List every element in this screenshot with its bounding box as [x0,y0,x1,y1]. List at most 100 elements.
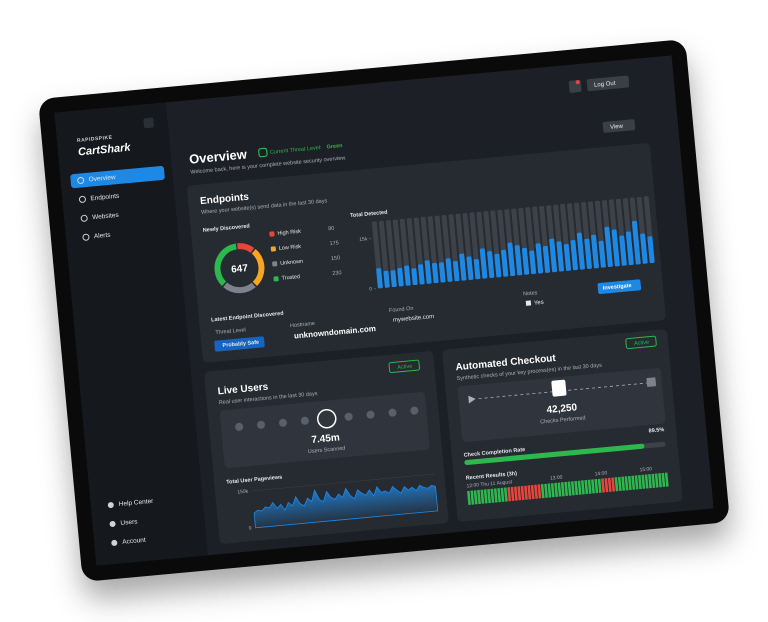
result-cell [527,485,532,500]
result-cell [497,488,502,503]
user-icon [235,422,244,431]
bag-icon [551,379,567,397]
result-cell [480,489,485,504]
big-number-label: Users Scanned [308,446,346,455]
legend-value: 150 [331,255,341,262]
nav-icon [82,233,90,241]
donut-segment [214,243,265,294]
y-tick-label: 0 [249,525,253,531]
bar [570,239,578,271]
result-cell [664,472,669,487]
logout-label: Log Out [594,81,616,89]
bar [438,262,446,283]
y-tick-label: 15k [359,236,368,243]
result-cell [648,474,652,489]
result-cell [581,480,585,495]
cell: Probably Safe [222,340,259,349]
time-label: 13:00 [550,475,563,482]
bar [466,256,474,280]
bar [535,243,544,274]
result-cell [574,480,579,496]
logout-button[interactable] [586,75,630,92]
nav-item: Account [122,537,146,546]
result-cell [490,488,495,503]
nav-item[interactable]: Websites [92,212,120,221]
result-cell [577,480,582,495]
result-cell [500,487,505,502]
big-number: 7.45m [311,432,340,446]
bar [424,260,432,284]
result-cell [473,490,478,505]
nav-active[interactable] [70,165,165,189]
result-cell [584,479,589,495]
threat-value: Green [326,143,343,151]
result-cell [517,486,522,501]
nav-item[interactable]: Overview [88,174,116,184]
nav-icon [107,502,114,509]
cell: Yes [534,300,544,307]
bar [479,248,488,279]
bar [501,249,509,277]
bar [445,258,453,282]
investigate-button[interactable] [597,279,642,294]
view-button[interactable] [602,119,636,133]
checkbox [525,300,532,306]
result-cell [513,486,518,501]
result-cell [520,485,525,501]
result-cell [503,487,508,502]
scan-panel [219,391,430,469]
result-cell [651,473,656,488]
area [253,484,439,529]
result-cell [624,476,629,491]
result-cell [524,485,528,500]
nav-item[interactable]: Alerts [94,232,112,241]
done-icon [646,377,657,387]
result-cell [550,483,555,498]
badge [388,359,420,374]
result-cell [634,475,639,490]
result-cell [564,481,569,497]
column-header: Threat Level [215,327,246,336]
bar [431,262,439,284]
legend-label: High Risk [277,229,301,237]
cell: mywebsite.com [393,314,435,324]
card-title: Endpoints [200,192,250,208]
result-cell [560,482,565,497]
bar [404,265,411,286]
bar [542,245,551,273]
badge-label: Active [397,364,412,371]
bar [625,231,634,266]
time-label: 15:00 [639,466,652,473]
result-cell [607,477,612,492]
user-icon [300,416,309,425]
notification-dot [575,80,580,85]
nav-item: Help Center [118,498,154,508]
investigate-label: Investigate [603,283,632,292]
result-cell [638,475,642,490]
bar [507,242,516,277]
result-cell [487,488,491,504]
user-icon [257,420,266,429]
bar [529,250,537,275]
progress-bar [464,443,645,465]
user-icon [366,410,375,419]
nav-item[interactable]: Endpoints [90,193,120,203]
bar [576,232,585,270]
page-title: Overview [189,146,249,166]
legend-value: 175 [329,240,339,247]
user-icon [410,406,419,415]
nav-item: Users [120,518,138,527]
collapse-button[interactable] [143,117,154,129]
result-cell [467,490,471,506]
column-header: Notes [523,290,538,297]
result-cell [534,484,538,499]
user-icon [344,412,353,421]
card-title: Live Users [217,382,269,398]
legend-swatch [269,231,275,237]
bar [604,226,613,268]
chart-title: Total Detected [350,210,388,219]
result-cell [591,479,595,494]
badge [625,335,657,350]
bar [521,247,530,275]
